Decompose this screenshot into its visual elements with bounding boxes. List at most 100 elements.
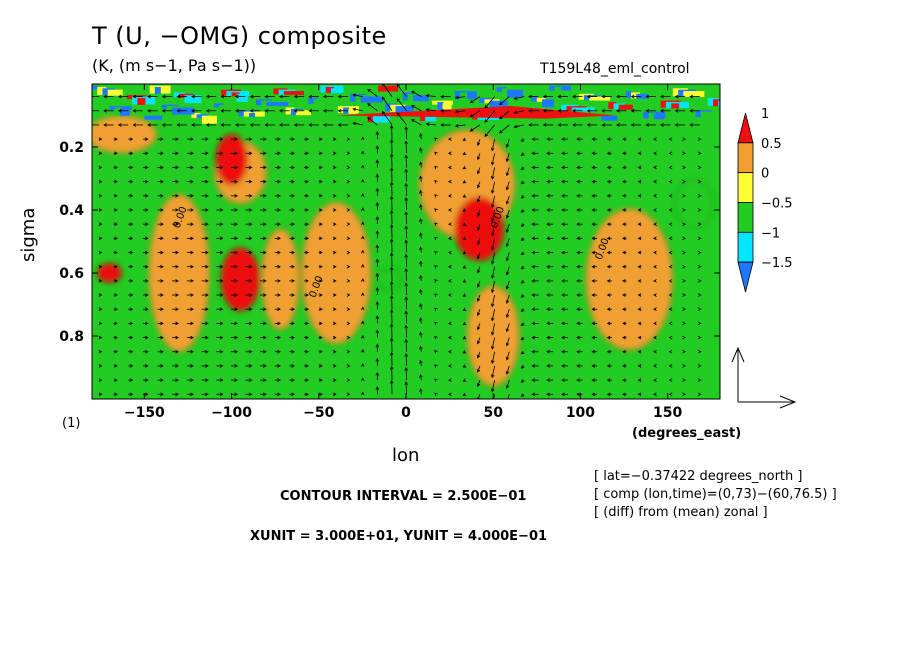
wind-vector-head: [319, 335, 323, 340]
wind-vector-head: [264, 123, 269, 127]
wind-vector: [491, 209, 496, 222]
wind-vector-head: [160, 279, 164, 283]
wind-vector-head: [308, 123, 313, 127]
wind-vector-head: [389, 280, 394, 285]
wind-vector-head: [234, 307, 239, 312]
wind-vector-head: [576, 349, 580, 354]
wind-vector-head: [305, 264, 309, 269]
wind-vector-head: [248, 151, 253, 156]
wind-vector-head: [490, 246, 495, 251]
upper-warm-band: [336, 106, 616, 119]
wind-vector-head: [476, 298, 481, 302]
wind-vector-head: [205, 236, 209, 241]
wind-vector-head: [546, 392, 550, 397]
wind-vector-head: [653, 335, 657, 340]
wind-vector-head: [682, 279, 686, 283]
wind-vector: [477, 224, 481, 231]
wind-vector-head: [375, 173, 380, 178]
wind-vector-head: [190, 335, 194, 340]
wind-vector-head: [129, 222, 134, 226]
wind-vector-head: [129, 321, 134, 326]
wind-vector-head: [248, 364, 253, 368]
upper-layer-patch: [589, 96, 611, 101]
wind-vector: [506, 309, 510, 318]
wind-vector-head: [434, 321, 438, 326]
wind-vector-head: [697, 321, 702, 326]
wind-vector-head: [561, 250, 565, 255]
wind-vector-head: [114, 165, 118, 170]
wind-vector-head: [160, 208, 164, 212]
wind-vector: [506, 351, 510, 360]
wind-vector-head: [263, 293, 267, 297]
wind-vector-head: [447, 165, 452, 170]
wind-vector-head: [476, 213, 481, 217]
wind-vector-head: [434, 137, 438, 141]
wind-vector-head: [490, 289, 495, 294]
wind-vector-head: [434, 392, 438, 397]
wind-vector-head: [234, 165, 239, 170]
wind-vector: [477, 238, 481, 245]
wind-vector-head: [389, 224, 394, 228]
wind-vector-head: [520, 152, 525, 156]
wind-vector-head: [576, 222, 580, 226]
wind-vector-head: [144, 264, 149, 269]
wind-vector-head: [591, 236, 596, 241]
wind-vector-head: [606, 222, 611, 226]
colorbar-label: 0.5: [761, 137, 782, 152]
wind-vector: [491, 323, 496, 335]
wind-vector-head: [205, 321, 209, 326]
wind-vector: [420, 261, 422, 267]
wind-vector-head: [505, 356, 510, 361]
wind-vector-head: [419, 373, 423, 378]
wind-vector-head: [546, 321, 550, 326]
wind-vector-head: [476, 269, 481, 274]
wind-vector-head: [360, 235, 365, 240]
wind-vector-head: [190, 179, 194, 184]
wind-vector-head: [291, 335, 295, 340]
upper-layer-patch: [144, 115, 163, 120]
wind-vector: [484, 124, 495, 137]
wind-vector-head: [219, 236, 224, 241]
wind-vector-head: [264, 94, 269, 99]
upper-layer-patch: [283, 91, 304, 96]
wind-vector-head: [160, 349, 164, 354]
wind-vector-head: [528, 108, 532, 113]
wind-vector-head: [668, 378, 673, 382]
wind-vector-head: [263, 208, 267, 212]
wind-vector-head: [404, 267, 408, 272]
wind-vector-head: [419, 345, 423, 350]
colorbar-label: −0.5: [761, 197, 793, 212]
wind-vector-head: [419, 274, 423, 279]
wind-vector-head: [322, 123, 327, 127]
wind-vector-head: [332, 307, 337, 312]
anomaly-region: [301, 201, 372, 345]
wind-vector-head: [190, 208, 194, 212]
wind-vector: [405, 325, 408, 338]
wind-vector-head: [205, 179, 209, 184]
wind-vector-head: [161, 123, 166, 127]
wind-vector: [405, 382, 408, 395]
wind-vector: [477, 167, 481, 174]
wind-vector-head: [291, 279, 295, 283]
wind-vector-head: [689, 94, 693, 99]
wind-vector-head: [332, 236, 337, 241]
wind-vector-head: [404, 324, 408, 329]
wind-vector-head: [404, 126, 408, 130]
wind-vector-head: [234, 264, 239, 269]
wind-vector-head: [190, 222, 194, 226]
wind-vector-head: [591, 349, 596, 354]
wind-vector-head: [561, 236, 565, 241]
wind-vector: [506, 280, 510, 290]
wind-vector-head: [668, 137, 673, 141]
wind-vector-head: [219, 279, 224, 283]
wind-vector: [491, 252, 496, 265]
upper-layer-patch: [231, 92, 240, 97]
wind-vector: [477, 138, 481, 146]
wind-vector-head: [476, 170, 481, 175]
wind-vector-head: [279, 108, 283, 113]
wind-vector-head: [352, 121, 357, 126]
wind-vector-head: [375, 301, 380, 305]
wind-vector-head: [175, 208, 179, 212]
upper-layer-patch: [249, 112, 255, 117]
wind-vector: [506, 139, 510, 148]
